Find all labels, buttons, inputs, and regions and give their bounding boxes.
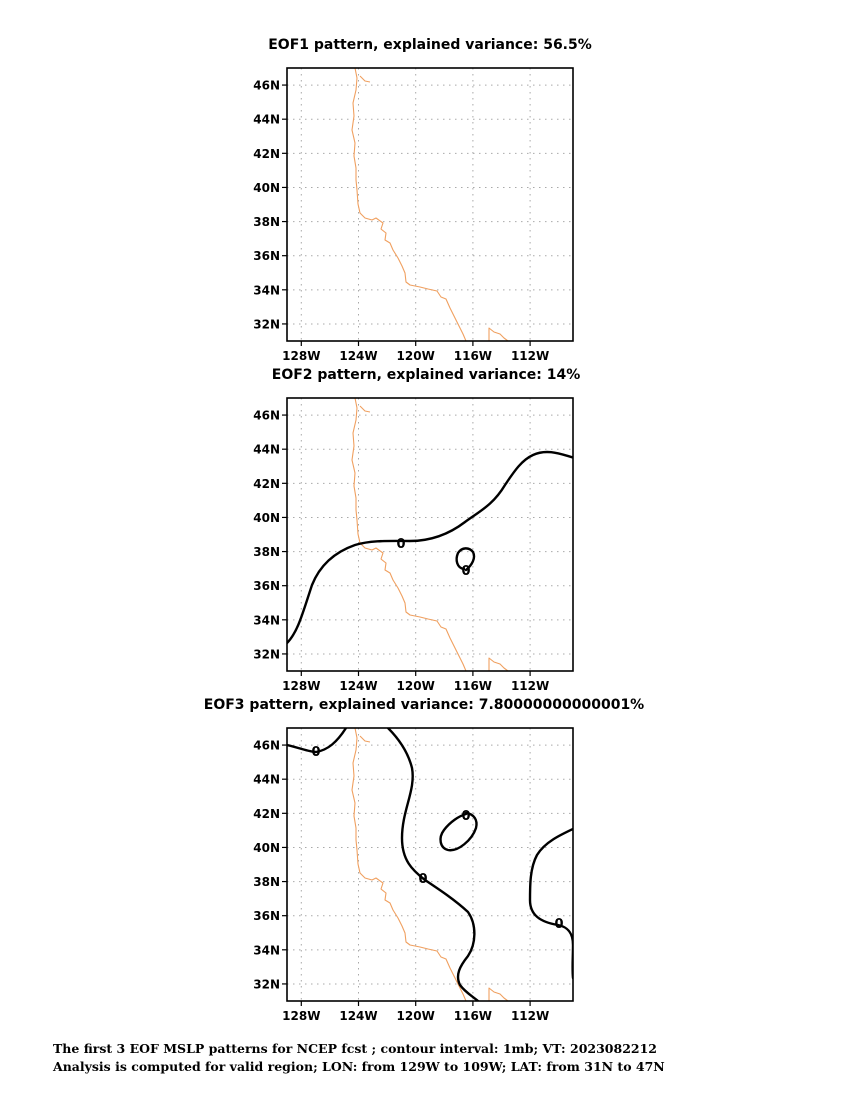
- caption-line-2: Analysis is computed for valid region; L…: [53, 1059, 665, 1074]
- y-tick-label: 44N: [253, 443, 280, 457]
- y-tick-label: 40N: [253, 181, 280, 195]
- zero-contour-line: [528, 827, 573, 980]
- axis-labels: 128W 124W 120W 116W 112W 46N 44N 42N 40N 38N 36N 34…: [253, 79, 549, 363]
- zero-contour-closed: [439, 811, 478, 852]
- panel-title: EOF1 pattern, explained variance: 56.5%: [268, 37, 592, 53]
- contour-label: 0: [461, 564, 470, 579]
- y-tick-label: 44N: [253, 113, 280, 127]
- map-grid: [287, 68, 573, 341]
- map-frame: [286, 727, 574, 1002]
- y-tick-label: 38N: [253, 875, 280, 889]
- y-tick-label: 36N: [253, 249, 280, 263]
- y-tick-label: 32N: [253, 977, 280, 991]
- axis-labels: 128W 124W 120W 116W 112W 46N 44N 42N 40N 38N 36N 34…: [253, 409, 549, 693]
- x-tick-label: 112W: [511, 349, 549, 363]
- y-tick-label: 36N: [253, 579, 280, 593]
- coastline-gulf: [488, 657, 509, 671]
- figure-caption: The first 3 EOF MSLP patterns for NCEP f…: [53, 1040, 843, 1076]
- x-tick-label: 112W: [511, 1009, 549, 1023]
- x-tick-label: 128W: [282, 679, 320, 693]
- zero-contours: [287, 728, 573, 1001]
- coastline: [351, 68, 509, 341]
- y-tick-label: 34N: [253, 613, 280, 627]
- map-grid: [287, 398, 573, 671]
- y-tick-label: 42N: [253, 477, 280, 491]
- x-tick-label: 124W: [339, 679, 377, 693]
- y-tick-label: 40N: [253, 511, 280, 525]
- panel-title: EOF2 pattern, explained variance: 14%: [272, 367, 580, 383]
- coastline-gulf: [488, 987, 509, 1001]
- map-frame: [286, 397, 574, 672]
- zero-contour-closed: [455, 547, 476, 572]
- x-tick-label: 128W: [282, 1009, 320, 1023]
- coastline-gulf: [488, 327, 509, 341]
- coastline-inlet: [359, 75, 371, 83]
- y-tick-label: 38N: [253, 215, 280, 229]
- map-grid: [287, 728, 573, 1001]
- coastline-west: [351, 68, 467, 341]
- x-tick-label: 120W: [397, 1009, 435, 1023]
- contour-label: 0: [418, 872, 427, 887]
- y-tick-label: 46N: [253, 409, 280, 423]
- zero-contours: [287, 450, 573, 645]
- caption-line-1: The first 3 EOF MSLP patterns for NCEP f…: [53, 1041, 657, 1056]
- x-tick-label: 116W: [454, 1009, 492, 1023]
- coastline: [351, 728, 509, 1001]
- y-tick-label: 32N: [253, 647, 280, 661]
- y-tick-label: 44N: [253, 773, 280, 787]
- coastline-inlet: [359, 405, 371, 413]
- eof1-panel: EOF1 pattern, explained variance: 56.5% …: [253, 37, 592, 363]
- eof3-panel: EOF3 pattern, explained variance: 7.8000…: [204, 697, 644, 1023]
- x-tick-label: 124W: [339, 349, 377, 363]
- map-frame: [286, 67, 574, 342]
- y-tick-label: 34N: [253, 283, 280, 297]
- zero-contour-line: [386, 728, 480, 1001]
- y-tick-label: 38N: [253, 545, 280, 559]
- x-tick-label: 124W: [339, 1009, 377, 1023]
- contour-label: 0: [396, 537, 405, 552]
- coastline-inlet: [359, 735, 371, 743]
- y-tick-label: 32N: [253, 317, 280, 331]
- zero-contour-line: [287, 450, 573, 645]
- panel-title: EOF3 pattern, explained variance: 7.8000…: [204, 697, 644, 713]
- coastline-west: [351, 728, 467, 1001]
- y-tick-label: 42N: [253, 807, 280, 821]
- axis-labels: 128W 124W 120W 116W 112W 46N 44N 42N 40N 38N 36N 34…: [253, 739, 549, 1023]
- x-tick-label: 112W: [511, 679, 549, 693]
- x-tick-label: 116W: [454, 679, 492, 693]
- y-tick-label: 40N: [253, 841, 280, 855]
- zero-contour-line: [287, 728, 348, 754]
- coastline-west: [351, 398, 467, 671]
- y-tick-label: 36N: [253, 909, 280, 923]
- y-tick-label: 46N: [253, 739, 280, 753]
- contour-label: 0: [554, 917, 563, 932]
- x-tick-label: 128W: [282, 349, 320, 363]
- coastline: [351, 398, 509, 671]
- x-tick-label: 120W: [397, 349, 435, 363]
- y-tick-label: 42N: [253, 147, 280, 161]
- contour-label: 0: [311, 745, 320, 760]
- x-tick-label: 116W: [454, 349, 492, 363]
- y-tick-label: 34N: [253, 943, 280, 957]
- y-tick-label: 46N: [253, 79, 280, 93]
- x-tick-label: 120W: [397, 679, 435, 693]
- contour-label: 0: [461, 809, 470, 824]
- eof2-panel: EOF2 pattern, explained variance: 14% 0 …: [253, 367, 580, 693]
